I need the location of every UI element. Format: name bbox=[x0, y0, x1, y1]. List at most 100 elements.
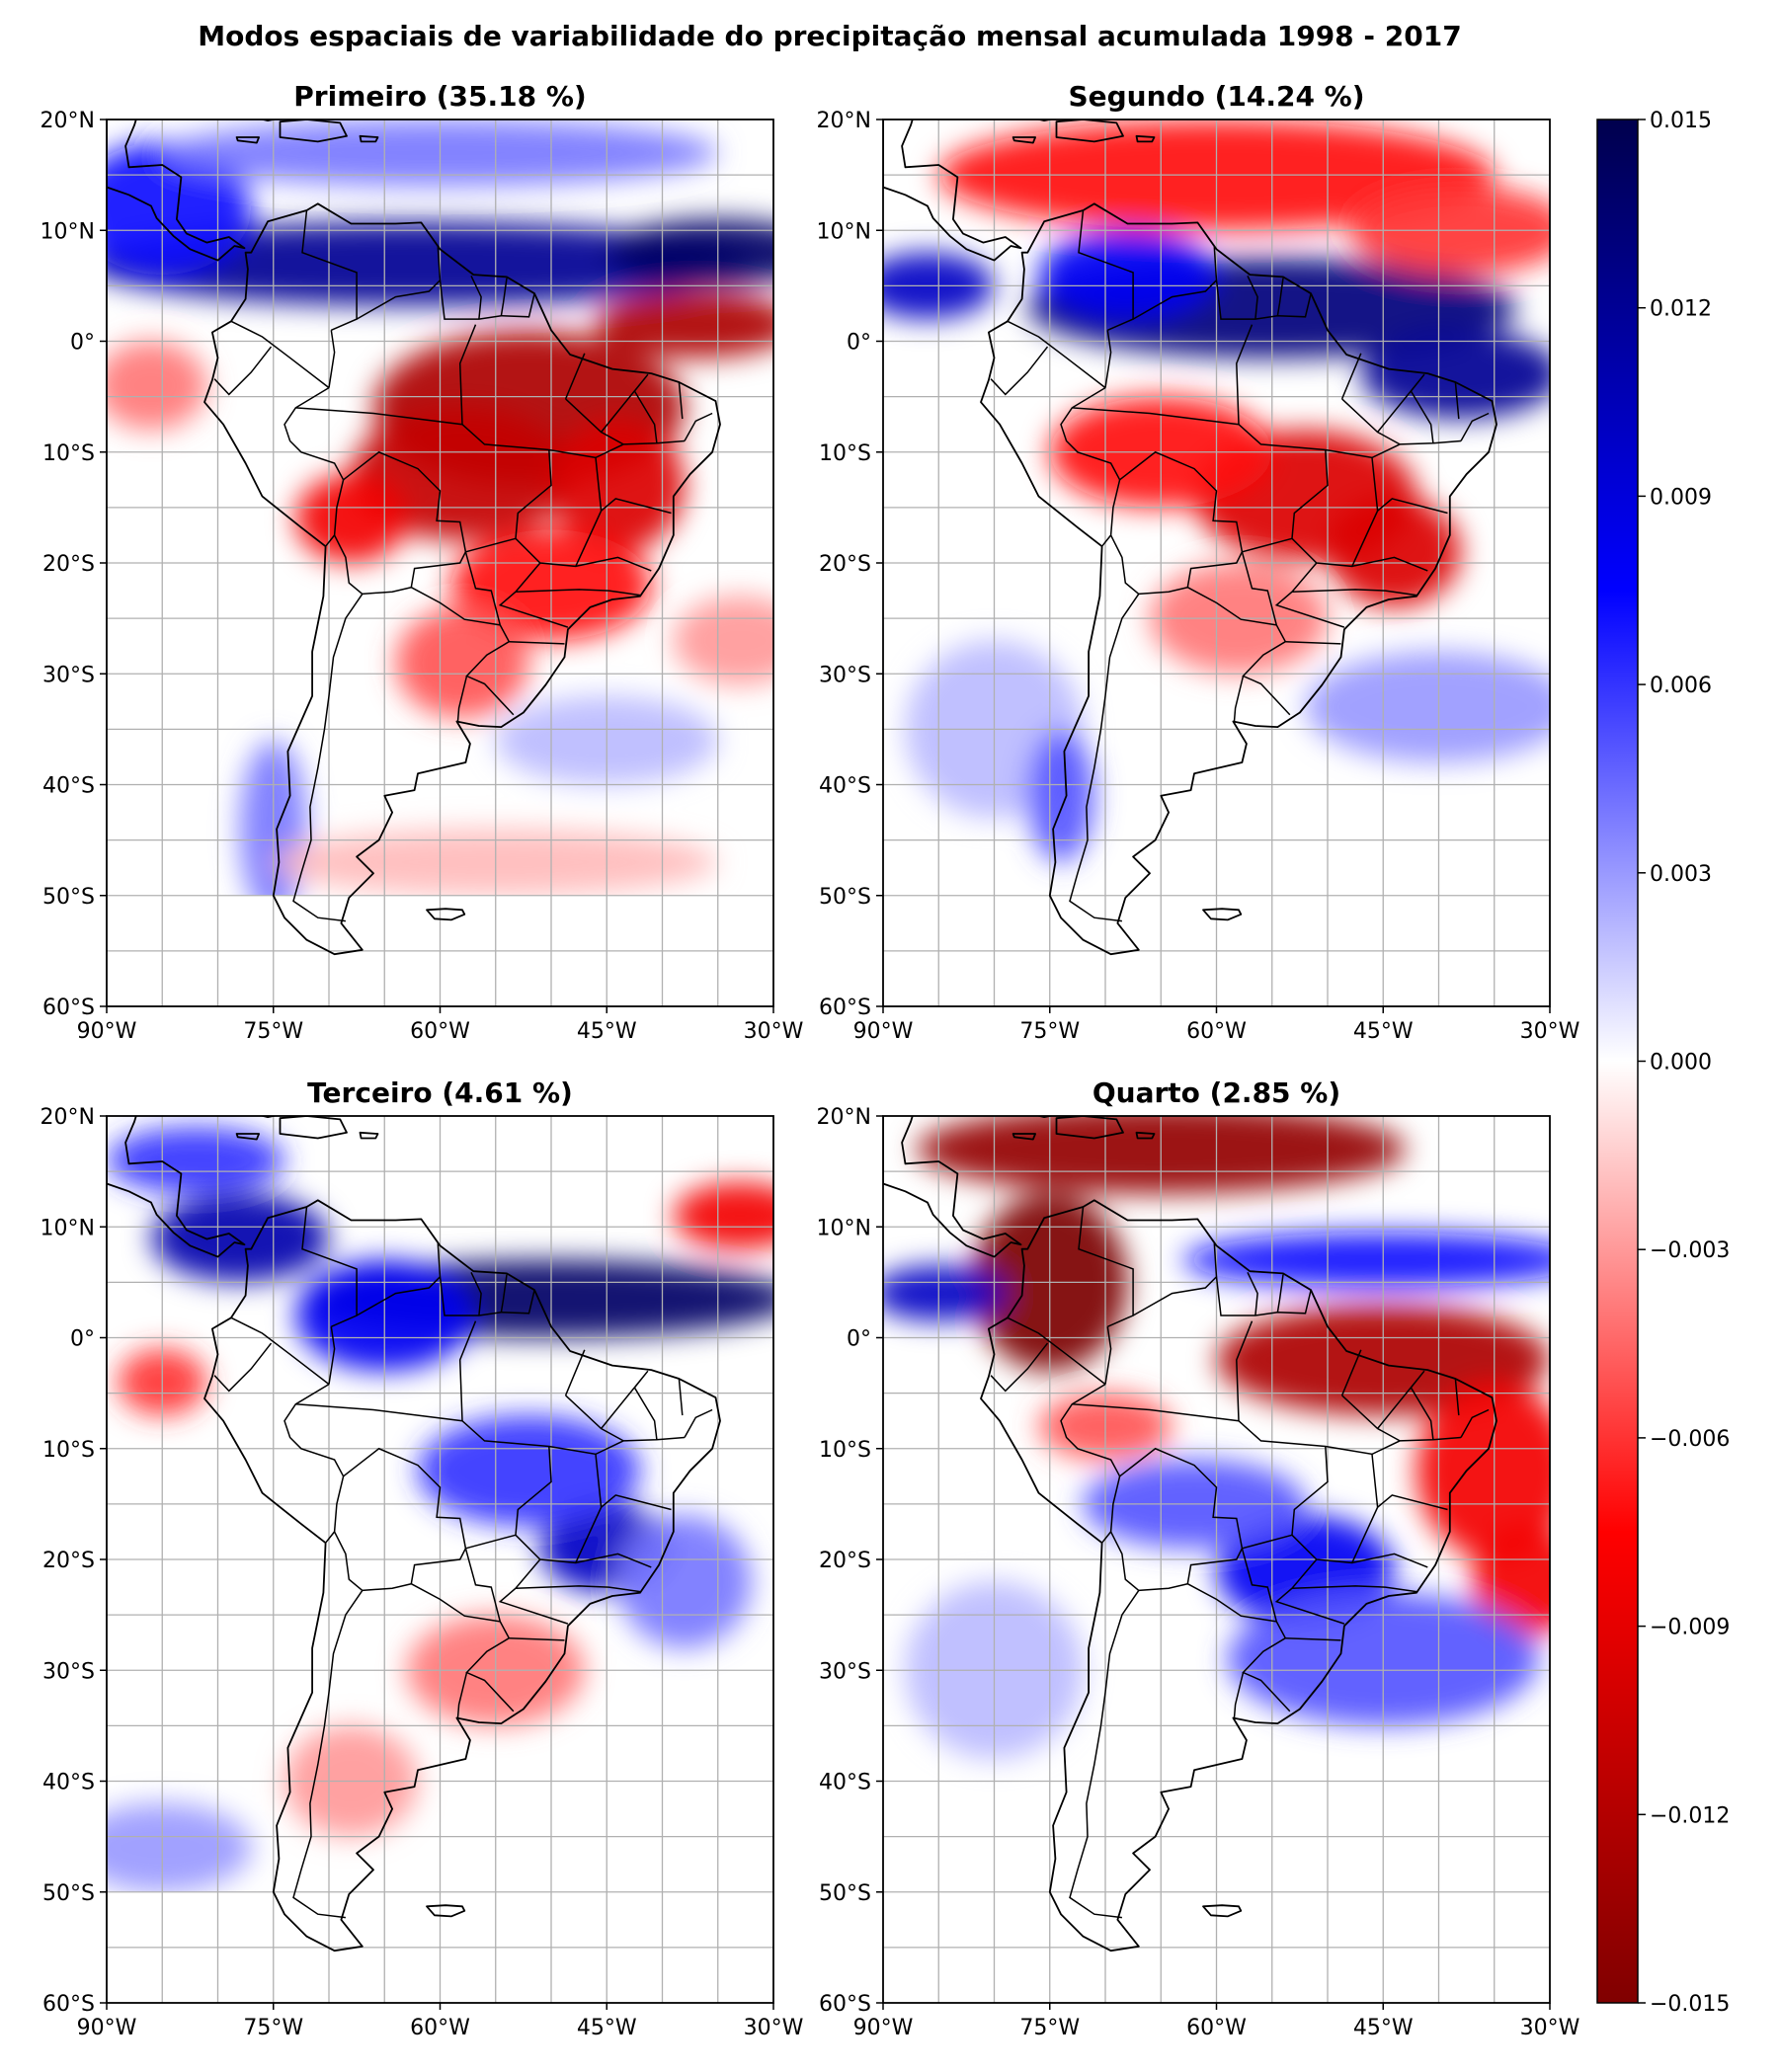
lon-tick-label: 30°W bbox=[1520, 1019, 1580, 1044]
lat-tick-label: 40°S bbox=[42, 1771, 95, 1795]
coastlines bbox=[883, 1116, 1497, 1952]
colorbar-tick-label: 0.006 bbox=[1650, 674, 1712, 698]
country-borders bbox=[990, 209, 1490, 922]
anomaly-region bbox=[883, 1265, 1006, 1321]
panel-terceiro: Terceiro (4.61 %) 90°W 75°W 60°W 45°W 30°W 20°… bbox=[40, 1076, 804, 2040]
colorbar-ticks: 0.015 0.012 0.009 0.006 0.003 0.000 −0.003 −0.0… bbox=[1638, 109, 1730, 2017]
anomaly-region bbox=[1027, 729, 1094, 863]
lat-tick-label: 60°S bbox=[819, 1992, 871, 2017]
lat-tick-label: 20°S bbox=[819, 552, 871, 577]
lon-tick-label: 90°W bbox=[77, 2016, 137, 2040]
lon-tick-label: 30°W bbox=[744, 2016, 804, 2040]
lat-tick-label: 50°S bbox=[819, 1881, 871, 1906]
colorbar-tick-label: 0.000 bbox=[1650, 1051, 1712, 1076]
anomaly-region bbox=[107, 341, 207, 431]
lat-tick-label: 10°S bbox=[42, 441, 95, 466]
colorbar-tick-label: 0.009 bbox=[1650, 485, 1712, 510]
colorbar-tick-label: −0.015 bbox=[1650, 1992, 1730, 2017]
anomaly-region bbox=[107, 1127, 284, 1194]
coastlines bbox=[107, 120, 721, 956]
lat-tick-label: 10°N bbox=[817, 219, 871, 244]
anomaly-region bbox=[1182, 1232, 1550, 1288]
colorbar: 0.015 0.012 0.009 0.006 0.003 0.000 −0.003 −0.0… bbox=[1596, 109, 1730, 2017]
lat-tick-label: 20°S bbox=[42, 1549, 95, 1573]
gridlines bbox=[883, 120, 1550, 1006]
coastlines bbox=[883, 120, 1497, 956]
lat-tick-label: 20°S bbox=[42, 552, 95, 577]
eof-field bbox=[883, 1116, 1550, 2003]
lat-tick-label: 60°S bbox=[42, 1992, 95, 2017]
lat-tick-label: 40°S bbox=[42, 774, 95, 799]
lat-tick-label: 50°S bbox=[42, 885, 95, 910]
lon-tick-label: 45°W bbox=[1353, 1019, 1414, 1044]
anomaly-region bbox=[1360, 330, 1550, 420]
colorbar-tick-label: 0.003 bbox=[1650, 862, 1712, 887]
anomaly-region bbox=[418, 1415, 640, 1527]
lat-tick-label: 20°N bbox=[40, 109, 95, 133]
lon-tick-label: 30°W bbox=[1520, 2016, 1580, 2040]
anomaly-region bbox=[596, 290, 773, 359]
anomaly-region bbox=[1472, 1526, 1550, 1637]
panel-title: Quarto (2.85 %) bbox=[1092, 1076, 1340, 1109]
lat-tick-label: 10°N bbox=[40, 219, 95, 244]
anomaly-region bbox=[151, 1193, 329, 1283]
country-borders bbox=[213, 209, 713, 922]
lon-tick-label: 45°W bbox=[1353, 2016, 1414, 2040]
lat-tick-label: 20°N bbox=[40, 1105, 95, 1130]
lon-tick-label: 90°W bbox=[853, 1019, 914, 1044]
lat-tick-label: 0° bbox=[70, 1327, 95, 1352]
panel-title: Segundo (14.24 %) bbox=[1068, 80, 1364, 113]
anomaly-region bbox=[1038, 230, 1217, 320]
country-borders bbox=[213, 1206, 713, 1919]
panel-primeiro: Primeiro (35.18 %) 90°W 75°W 60°W 45°W 30°W 20… bbox=[40, 80, 804, 1044]
gridlines bbox=[883, 1116, 1550, 2003]
lat-tick-label: 30°S bbox=[42, 663, 95, 687]
panel-title: Terceiro (4.61 %) bbox=[307, 1076, 573, 1109]
panel-title: Primeiro (35.18 %) bbox=[293, 80, 586, 113]
lat-tick-label: 60°S bbox=[819, 996, 871, 1020]
lat-tick-label: 10°N bbox=[817, 1216, 871, 1240]
lon-tick-label: 45°W bbox=[577, 2016, 637, 2040]
anomaly-region bbox=[295, 474, 407, 563]
lon-tick-label: 60°W bbox=[1186, 2016, 1247, 2040]
lon-tick-label: 90°W bbox=[77, 1019, 137, 1044]
lat-tick-label: 60°S bbox=[42, 996, 95, 1020]
colorbar-tick-label: −0.009 bbox=[1650, 1616, 1730, 1640]
colorbar-tick-label: −0.012 bbox=[1650, 1803, 1730, 1828]
anomaly-region bbox=[1328, 496, 1461, 607]
lat-tick-label: 30°S bbox=[819, 663, 871, 687]
colorbar-gradient bbox=[1596, 119, 1639, 2004]
lon-tick-label: 45°W bbox=[577, 1019, 637, 1044]
lat-tick-label: 0° bbox=[70, 331, 95, 356]
lat-tick-label: 20°N bbox=[817, 109, 871, 133]
lon-tick-label: 60°W bbox=[1186, 1019, 1247, 1044]
colorbar-tick-label: −0.003 bbox=[1650, 1238, 1730, 1263]
lon-tick-label: 75°W bbox=[1019, 2016, 1080, 2040]
anomaly-region bbox=[673, 596, 773, 685]
colorbar-tick-label: −0.006 bbox=[1650, 1427, 1730, 1452]
figure-title: Modos espaciais de variabilidade do prec… bbox=[198, 20, 1461, 52]
anomaly-region bbox=[107, 221, 752, 306]
colorbar-tick-label: 0.012 bbox=[1650, 297, 1712, 322]
lat-tick-label: 10°N bbox=[40, 1216, 95, 1240]
anomaly-region bbox=[617, 1515, 752, 1648]
lon-tick-label: 75°W bbox=[243, 1019, 303, 1044]
lat-tick-label: 40°S bbox=[819, 1771, 871, 1795]
lat-tick-label: 40°S bbox=[819, 774, 871, 799]
lat-tick-label: 50°S bbox=[42, 1881, 95, 1906]
anomaly-region bbox=[107, 1802, 252, 1892]
anomaly-region bbox=[395, 606, 529, 719]
country-borders bbox=[990, 1206, 1490, 1919]
panel-segundo: Segundo (14.24 %) 90°W 75°W 60°W 45°W 30°W 20°… bbox=[817, 80, 1580, 1044]
lat-tick-label: 50°S bbox=[819, 885, 871, 910]
lat-tick-label: 10°S bbox=[819, 441, 871, 466]
lat-tick-label: 30°S bbox=[42, 1659, 95, 1684]
lat-tick-label: 10°S bbox=[819, 1438, 871, 1463]
panel-quarto: Quarto (2.85 %) 90°W 75°W 60°W 45°W 30°W 20°N 1… bbox=[817, 1076, 1580, 2040]
anomaly-region bbox=[673, 1182, 773, 1249]
anomaly-region bbox=[1305, 651, 1550, 763]
anomaly-region bbox=[607, 219, 773, 286]
lat-tick-label: 20°N bbox=[817, 1105, 871, 1130]
coastlines bbox=[107, 1116, 721, 1952]
lon-tick-label: 75°W bbox=[1019, 1019, 1080, 1044]
